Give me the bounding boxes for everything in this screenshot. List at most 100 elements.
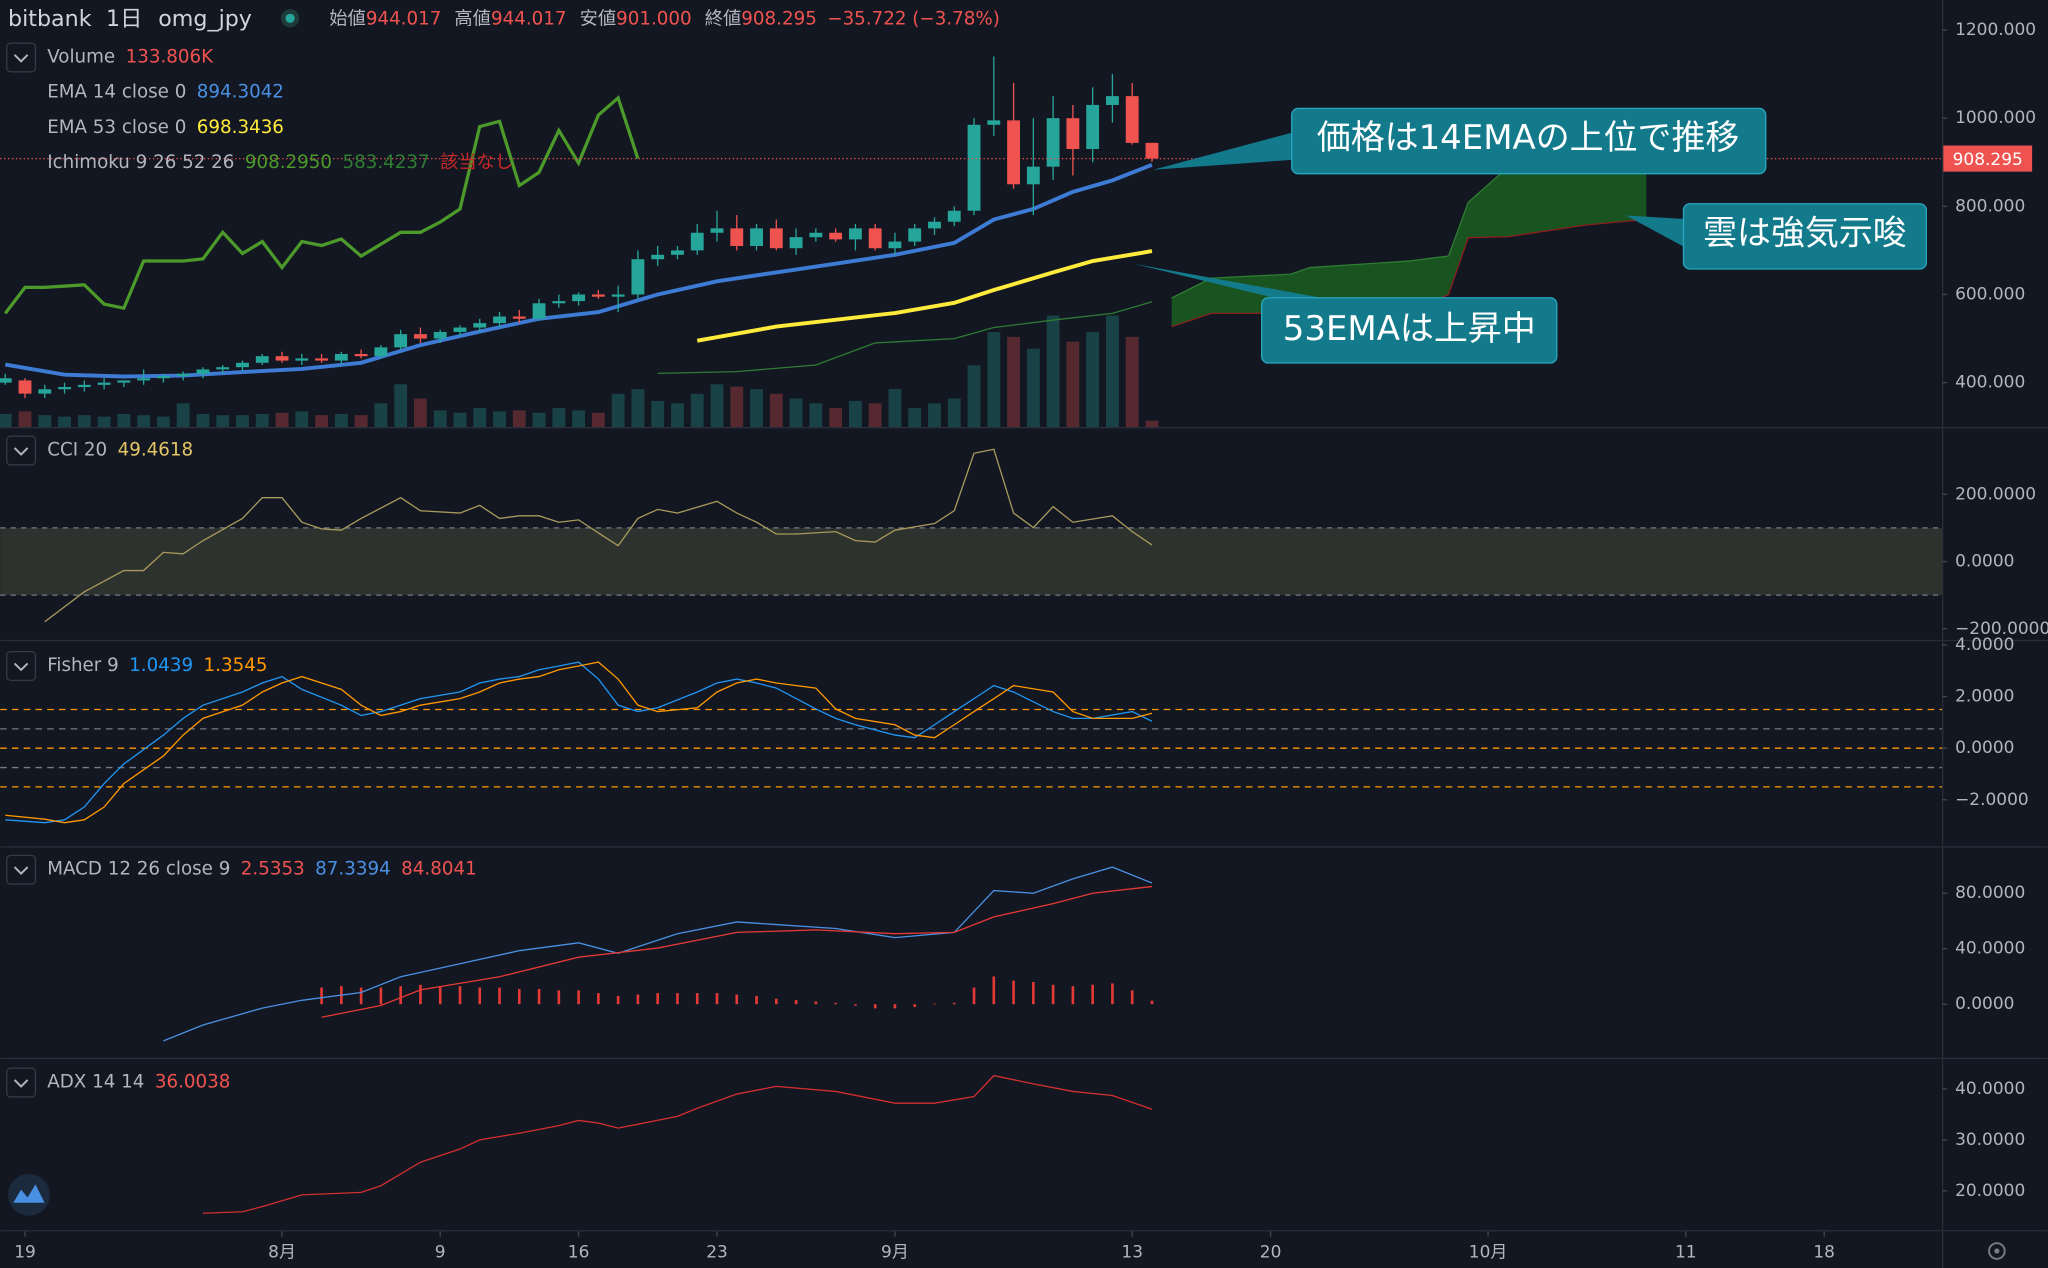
histogram-bar: [834, 1002, 837, 1005]
histogram-bar: [517, 988, 521, 1005]
y-tick-label: 0.0000: [1955, 552, 2014, 572]
indicator-line: [5, 661, 1153, 824]
legend-name: EMA 14 close 0: [47, 82, 186, 103]
collapse-button[interactable]: [6, 854, 37, 885]
histogram-bar: [1032, 982, 1035, 1005]
candle-body: [216, 367, 230, 370]
x-tick-label: 19: [14, 1242, 36, 1262]
y-tick-label: 400.000: [1955, 373, 2025, 393]
y-tick-label: 600.000: [1955, 284, 2025, 304]
candle-body: [690, 232, 704, 251]
candle-body: [493, 316, 506, 324]
volume-bar: [730, 386, 744, 428]
histogram-bar: [972, 987, 976, 1005]
collapse-button[interactable]: [6, 1067, 37, 1098]
histogram-bar: [616, 995, 620, 1005]
candle-body: [453, 327, 467, 332]
volume-bar: [176, 403, 190, 428]
candle-body: [38, 389, 52, 394]
candle-body: [750, 228, 763, 246]
volume-bar: [967, 365, 981, 428]
histogram-bar: [537, 988, 541, 1005]
candle-body: [928, 221, 941, 229]
collapse-button[interactable]: [6, 435, 37, 466]
volume-bar: [572, 410, 586, 428]
histogram-bar: [379, 987, 383, 1005]
histogram-bar: [359, 987, 363, 1005]
status-dot: [285, 13, 295, 23]
y-tick-label: −200.0000: [1955, 619, 2048, 639]
candle-body: [334, 353, 348, 361]
volume-bar: [829, 408, 843, 428]
candle-body: [58, 387, 71, 390]
candle-body: [394, 334, 408, 348]
volume-bar: [236, 415, 249, 428]
volume-bar: [631, 389, 645, 428]
histogram-bar: [419, 984, 422, 1005]
histogram-bar: [1051, 984, 1055, 1005]
volume-bar: [928, 403, 941, 428]
candle-body: [829, 232, 843, 240]
x-tick-label: 10月: [1469, 1242, 1508, 1262]
collapse-button[interactable]: [6, 42, 37, 73]
candle-body: [552, 301, 566, 304]
candle-body: [176, 373, 190, 377]
candle-body: [809, 232, 823, 238]
legend-value: 49.4618: [118, 440, 194, 461]
candle-body: [947, 210, 961, 222]
candle-body: [196, 369, 210, 374]
quote-label: 安値: [580, 9, 617, 30]
volume-bar: [473, 408, 487, 428]
legend-value: 133.806K: [126, 46, 215, 67]
candle-body: [671, 250, 684, 255]
candle-body: [1086, 104, 1100, 150]
y-tick-label: 1200.000: [1955, 20, 2036, 40]
quote-label: 高値: [454, 9, 491, 30]
legend-value: 583.4237: [342, 152, 429, 173]
legend-value: 908.2950: [245, 152, 332, 173]
volume-bar: [315, 415, 329, 428]
legend-value: 1.0439: [129, 655, 193, 676]
indicator-line: [4, 162, 1153, 379]
indicator-line: [3, 95, 640, 315]
histogram-bar: [1111, 983, 1114, 1005]
quote-label: 終値: [705, 9, 742, 30]
legend-name: CCI 20: [47, 440, 107, 461]
y-tick-label: 0.0000: [1955, 738, 2014, 758]
y-tick-label: 40.0000: [1955, 939, 2025, 959]
exchange: bitbank: [8, 6, 92, 32]
histogram-bar: [992, 976, 996, 1005]
legend-value: 2.5353: [241, 859, 305, 880]
candle-body: [77, 384, 91, 388]
x-tick-label: 18: [1813, 1242, 1835, 1262]
volume-bar: [1007, 336, 1020, 428]
candle-body: [1066, 118, 1080, 150]
volume-bar: [38, 415, 52, 428]
histogram-bar: [478, 987, 482, 1005]
symbol: omg_jpy: [158, 6, 252, 32]
volume-bar: [1145, 420, 1159, 428]
settings-button[interactable]: [1988, 1242, 2006, 1260]
quote-value: 908.295: [741, 9, 817, 30]
volume-bar: [255, 413, 269, 428]
collapse-button[interactable]: [6, 650, 37, 682]
y-tick-label: 800.000: [1955, 196, 2025, 216]
legend-value: 894.3042: [197, 82, 284, 103]
candle-body: [789, 237, 803, 249]
legend-value: 36.0038: [155, 1072, 231, 1093]
cci-band: [0, 527, 1943, 596]
candle-body: [868, 228, 882, 249]
y-tick-label: −2.0000: [1955, 790, 2029, 810]
candle-body: [1106, 96, 1119, 105]
logo: [8, 1173, 50, 1216]
volume-bar: [789, 398, 803, 428]
candle-body: [1026, 166, 1040, 185]
legend-name: ADX 14 14: [47, 1072, 144, 1093]
volume-bar: [809, 403, 823, 428]
indicator-line: [657, 301, 1153, 375]
x-tick-label: 9月: [881, 1242, 909, 1262]
volume-bar: [77, 415, 91, 428]
candle-body: [730, 228, 744, 246]
legend-value: 87.3394: [315, 859, 391, 880]
